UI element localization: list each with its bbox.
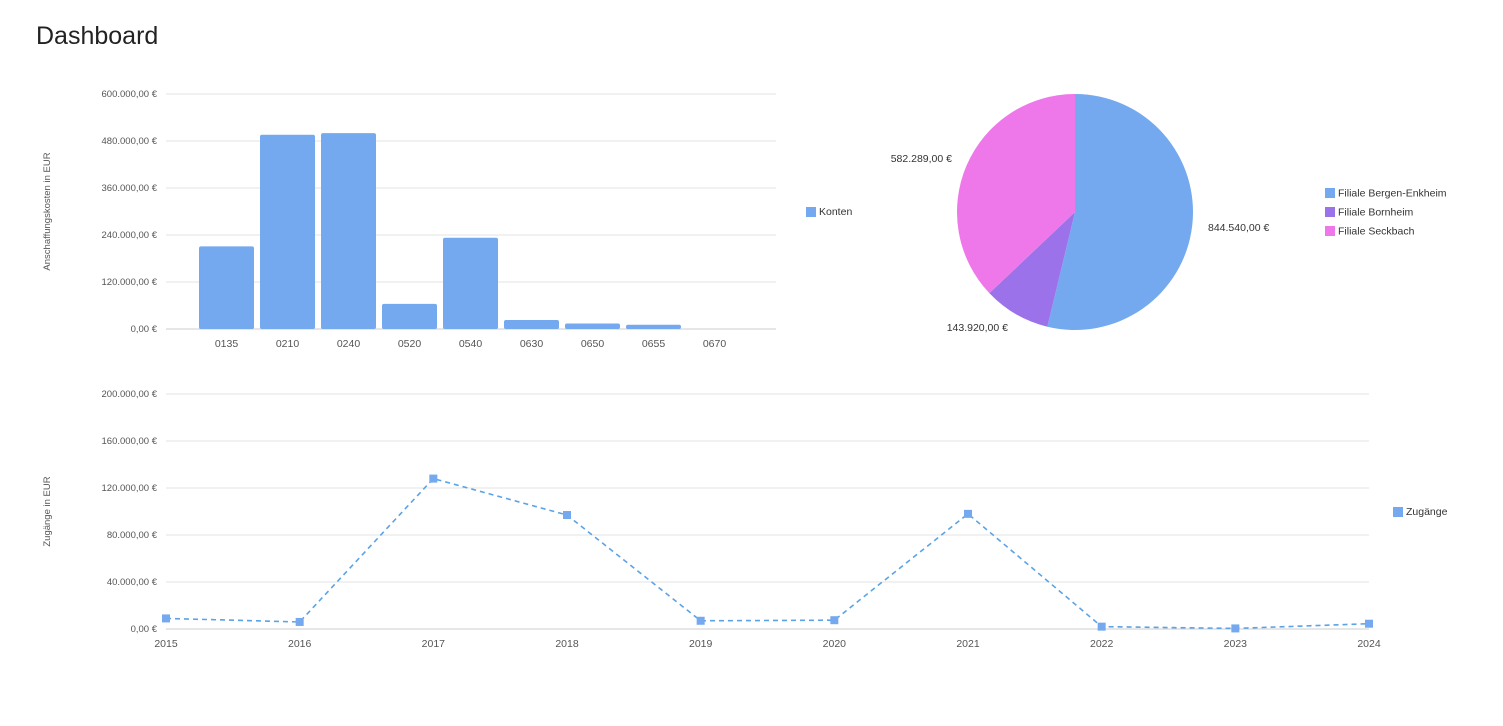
bar	[382, 303, 437, 329]
line-point	[563, 511, 571, 520]
line-x-tick-label: 2023	[1224, 638, 1248, 650]
bar	[504, 319, 559, 329]
line-x-tick-label: 2021	[956, 638, 980, 650]
line-point	[1097, 622, 1106, 631]
line-y-tick-label: 160.000,00 €	[102, 436, 158, 447]
bar	[565, 323, 620, 329]
legend-swatch-pie	[1325, 226, 1335, 236]
line-point	[1231, 624, 1240, 633]
line-point	[830, 616, 839, 625]
bar-y-tick-label: 0,00 €	[131, 324, 158, 335]
line-x-tick-label: 2015	[154, 638, 178, 650]
legend-swatch-pie	[1325, 207, 1335, 217]
line-x-tick-label: 2017	[422, 638, 446, 650]
legend-label-pie: Filiale Seckbach	[1338, 226, 1415, 238]
bar-y-axis-title: Anschaffungskosten in EUR	[42, 152, 53, 270]
line-point	[1365, 619, 1373, 628]
pie-slice	[989, 212, 1075, 327]
line-chart: 0,00 € 40.000,00 € 80.000,00 € 120.000,00 €…	[42, 389, 1448, 650]
line-y-tick-label: 120.000,00 €	[102, 483, 158, 494]
line-x-tick-label: 2022	[1090, 638, 1114, 650]
line-point	[429, 474, 438, 483]
legend-label-pie: Filiale Bornheim	[1338, 207, 1414, 219]
line-y-tick-label: 200.000,00 €	[102, 389, 158, 400]
bar	[626, 324, 681, 329]
legend-swatch-konten	[806, 207, 816, 217]
line-y-tick-label: 80.000,00 €	[107, 530, 158, 541]
pie-slice	[1047, 94, 1194, 331]
bar-x-tick-label: 0540	[459, 338, 483, 350]
legend-swatch-pie	[1325, 188, 1335, 198]
line-x-tick-label: 2019	[689, 638, 713, 650]
legend-swatch-zugaenge	[1393, 507, 1403, 517]
bar-x-tick-label: 0630	[520, 338, 544, 350]
legend-label-konten: Konten	[819, 206, 852, 218]
bar	[260, 134, 315, 329]
bar-x-tick-label: 0655	[642, 338, 666, 350]
bar	[321, 133, 376, 329]
bar-y-tick-label: 240.000,00 €	[102, 230, 158, 241]
line-point	[295, 617, 304, 626]
line-x-tick-label: 2024	[1357, 638, 1381, 650]
legend-label-zugaenge: Zugänge	[1406, 506, 1448, 518]
bar-x-tick-label: 0210	[276, 338, 300, 350]
line-series-zugaenge	[165, 477, 1370, 630]
line-x-tick-label: 2018	[555, 638, 579, 650]
bar-x-tick-label: 0670	[703, 338, 727, 350]
bar	[199, 246, 254, 329]
pie-data-label: 143.920,00 €	[947, 322, 1008, 334]
line-y-tick-label: 0,00 €	[131, 624, 158, 635]
bar-y-tick-label: 360.000,00 €	[102, 183, 158, 194]
bar-x-tick-label: 0240	[337, 338, 361, 350]
pie-chart: 844.540,00 € 143.920,00 € 582.289,00 € Fili…	[891, 93, 1447, 334]
bar-x-tick-label: 0135	[215, 338, 239, 350]
bar-y-tick-label: 120.000,00 €	[102, 277, 158, 288]
line-x-tick-label: 2020	[823, 638, 847, 650]
line-point	[162, 614, 170, 623]
bar	[443, 237, 498, 329]
line-y-axis-title: Zugänge in EUR	[42, 476, 53, 546]
line-y-tick-label: 40.000,00 €	[107, 577, 158, 588]
line-point	[964, 509, 972, 518]
page-title: Dashboard	[36, 22, 159, 50]
bar-x-tick-label: 0650	[581, 338, 605, 350]
pie-data-label: 582.289,00 €	[891, 153, 952, 165]
bar-chart: 0,00 € 120.000,00 € 240.000,00 € 360.000,00…	[42, 89, 852, 350]
pie-slice	[957, 93, 1075, 294]
bar-x-tick-label: 0520	[398, 338, 422, 350]
line-point	[696, 616, 705, 625]
bar-y-tick-label: 600.000,00 €	[102, 89, 158, 100]
bar-y-tick-label: 480.000,00 €	[102, 136, 158, 147]
legend-label-pie: Filiale Bergen-Enkheim	[1338, 188, 1447, 200]
pie-data-label: 844.540,00 €	[1208, 222, 1269, 234]
line-x-tick-label: 2016	[288, 638, 312, 650]
